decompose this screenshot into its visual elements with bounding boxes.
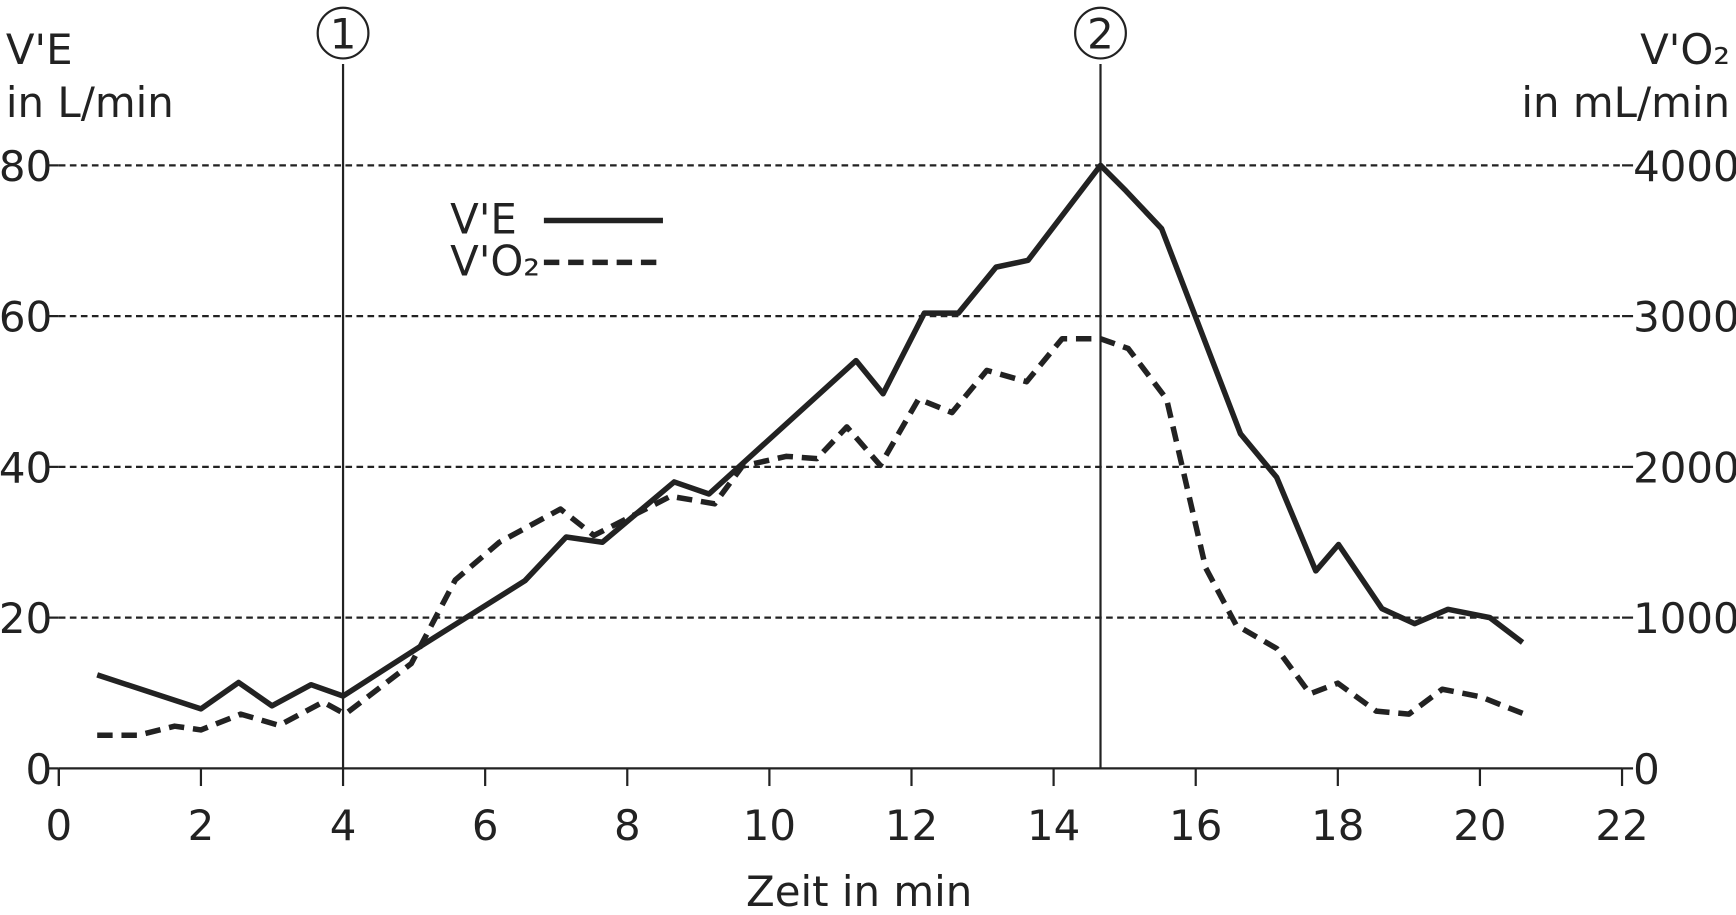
y2-tick-label: 3000 (1633, 293, 1736, 342)
legend-label: V'E (450, 195, 517, 244)
y-tick-label: 80 (0, 142, 52, 191)
y2-tick-label: 1000 (1633, 594, 1736, 643)
series-line (96, 162, 1525, 712)
x-tick-label: 10 (743, 801, 796, 850)
x-tick-label: 2 (188, 801, 215, 850)
marker-circle (1074, 6, 1127, 60)
x-tick-label: 16 (1169, 801, 1222, 850)
marker-circle (316, 6, 370, 60)
x-tick-label: 6 (472, 801, 499, 850)
y2-tick-label: 4000 (1633, 142, 1736, 191)
x-tick-label: 18 (1311, 801, 1364, 850)
y2-tick-label: 2000 (1633, 443, 1736, 492)
x-tick-label: 12 (885, 801, 938, 850)
marker-label: 1 (330, 10, 357, 59)
y-tick-label: 20 (0, 594, 52, 643)
marker-label: 2 (1087, 10, 1114, 59)
y-tick-label: 40 (0, 443, 52, 492)
series-line (97, 335, 1524, 738)
y-tick-label: 60 (0, 293, 52, 342)
x-tick-label: 20 (1453, 801, 1506, 850)
y-axis-label: V'E (6, 25, 73, 74)
x-tick-label: 14 (1027, 801, 1080, 850)
y2-axis-unit: in mL/min (1521, 78, 1730, 127)
x-tick-label: 4 (330, 801, 357, 850)
legend-label: V'O₂ (450, 237, 540, 286)
x-tick-label: 8 (614, 801, 641, 850)
y-axis-unit: in L/min (6, 78, 174, 127)
x-axis-label: Zeit in min (746, 867, 972, 915)
x-tick-label: 0 (46, 801, 73, 850)
x-tick-label: 22 (1595, 801, 1648, 850)
y2-tick-label: 0 (1633, 745, 1660, 794)
y2-axis-label: V'O₂ (1640, 25, 1730, 74)
